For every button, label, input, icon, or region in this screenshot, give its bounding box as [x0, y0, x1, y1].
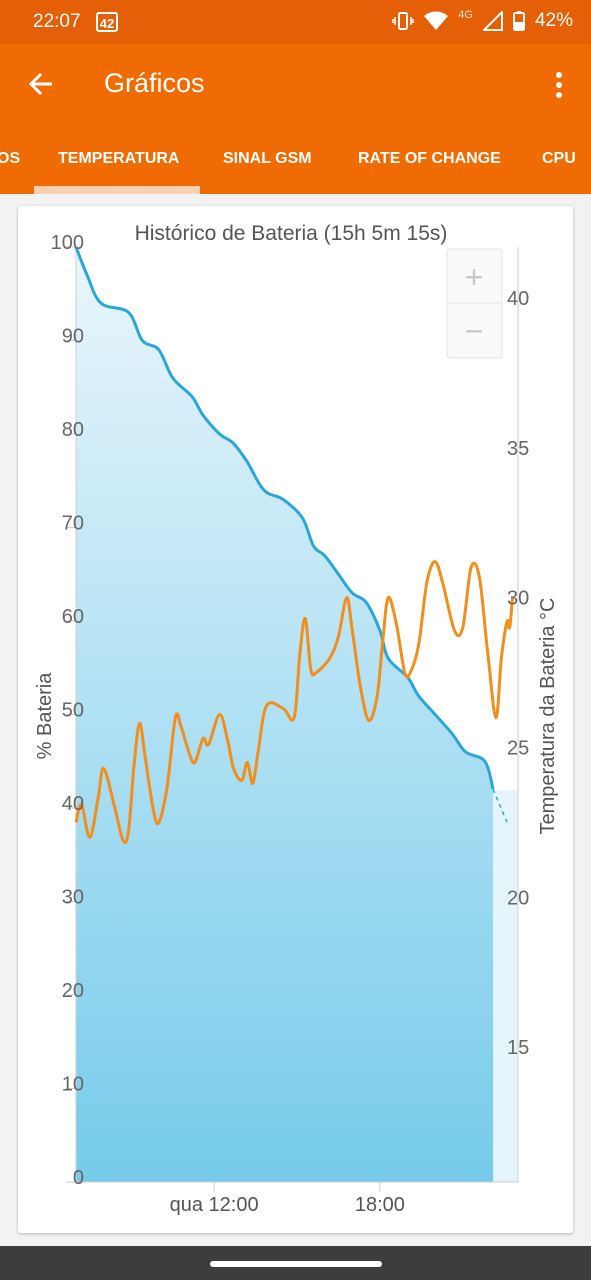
y-tick-label: 70 [62, 513, 84, 535]
tab-sinal-gsm[interactable]: SINAL GSM [223, 150, 312, 167]
zoom-in-button[interactable]: + [465, 259, 484, 295]
projection-region [491, 790, 518, 1182]
y2-tick-label: 30 [507, 588, 529, 610]
chart-title: Histórico de Bateria (15h 5m 15s) [135, 222, 448, 245]
status-bar: 22:07 42 4G 42% [0, 0, 591, 44]
notification-badge: 42 [96, 12, 118, 32]
y-tick-label: 80 [62, 419, 84, 441]
battery-area [76, 247, 494, 1182]
app-bar: Gráficos [0, 44, 591, 126]
tab-bar: OS TEMPERATURA SINAL GSM RATE OF CHANGE … [0, 126, 591, 194]
y-tick-label: 10 [62, 1074, 84, 1096]
wifi-icon [424, 11, 449, 30]
y-tick-label: 90 [62, 326, 84, 348]
signal-icon [482, 11, 503, 31]
x-tick-label: 18:00 [355, 1194, 405, 1216]
y-tick-label: 30 [62, 887, 84, 909]
y2-tick-label: 15 [507, 1037, 529, 1059]
battery-percent: 42% [534, 10, 573, 31]
y-tick-label: 60 [62, 606, 84, 628]
x-tick-label: qua 12:00 [170, 1194, 259, 1216]
selected-tab-indicator [34, 186, 200, 194]
y-tick-label: 0 [73, 1167, 84, 1189]
y2-axis-label: Temperatura da Bateria °C [537, 597, 559, 834]
y-tick-label: 100 [51, 232, 84, 254]
y2-tick-label: 35 [507, 438, 529, 460]
status-time: 22:07 [33, 11, 81, 32]
zoom-out-button[interactable]: − [465, 313, 484, 349]
temperature-series-line [74, 560, 514, 845]
more-vert-icon[interactable] [549, 70, 569, 100]
right-tick-labels: 15 20 25 30 35 40 [507, 288, 529, 1059]
status-icons: 4G 42% [392, 9, 573, 32]
network-type: 4G [458, 9, 473, 21]
tab-cpu[interactable]: CPU [542, 150, 576, 167]
axis-ticks [66, 246, 381, 1192]
battery-series-line [74, 246, 495, 790]
x-tick-labels: qua 12:00 18:00 [170, 1194, 405, 1216]
battery-projection-line [492, 789, 508, 823]
y-tick-label: 20 [62, 980, 84, 1002]
y-tick-label: 40 [62, 793, 84, 815]
navigation-bar [0, 1246, 591, 1280]
left-tick-labels: 0 10 20 30 40 50 60 70 80 90 100 [51, 232, 84, 1189]
tab-rate-of-change[interactable]: RATE OF CHANGE [358, 150, 501, 167]
tab-temperatura[interactable]: TEMPERATURA [58, 150, 180, 167]
page-title: Gráficos [104, 68, 205, 98]
y-axis-label: % Bateria [34, 672, 56, 760]
y-tick-label: 50 [62, 700, 84, 722]
vibrate-icon [392, 12, 415, 30]
y2-tick-label: 25 [507, 737, 529, 759]
battery-icon [512, 11, 525, 31]
tab-os[interactable]: OS [0, 150, 21, 167]
y2-tick-label: 40 [507, 288, 529, 310]
zoom-controls: + − [446, 248, 503, 359]
y2-tick-label: 20 [507, 887, 529, 909]
home-handle[interactable] [210, 1261, 382, 1267]
back-arrow-icon[interactable] [24, 66, 60, 102]
